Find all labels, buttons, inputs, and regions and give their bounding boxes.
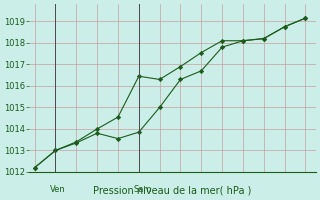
X-axis label: Pression niveau de la mer( hPa ): Pression niveau de la mer( hPa ) — [93, 186, 252, 196]
Text: Sam: Sam — [133, 185, 152, 194]
Text: Ven: Ven — [50, 185, 66, 194]
